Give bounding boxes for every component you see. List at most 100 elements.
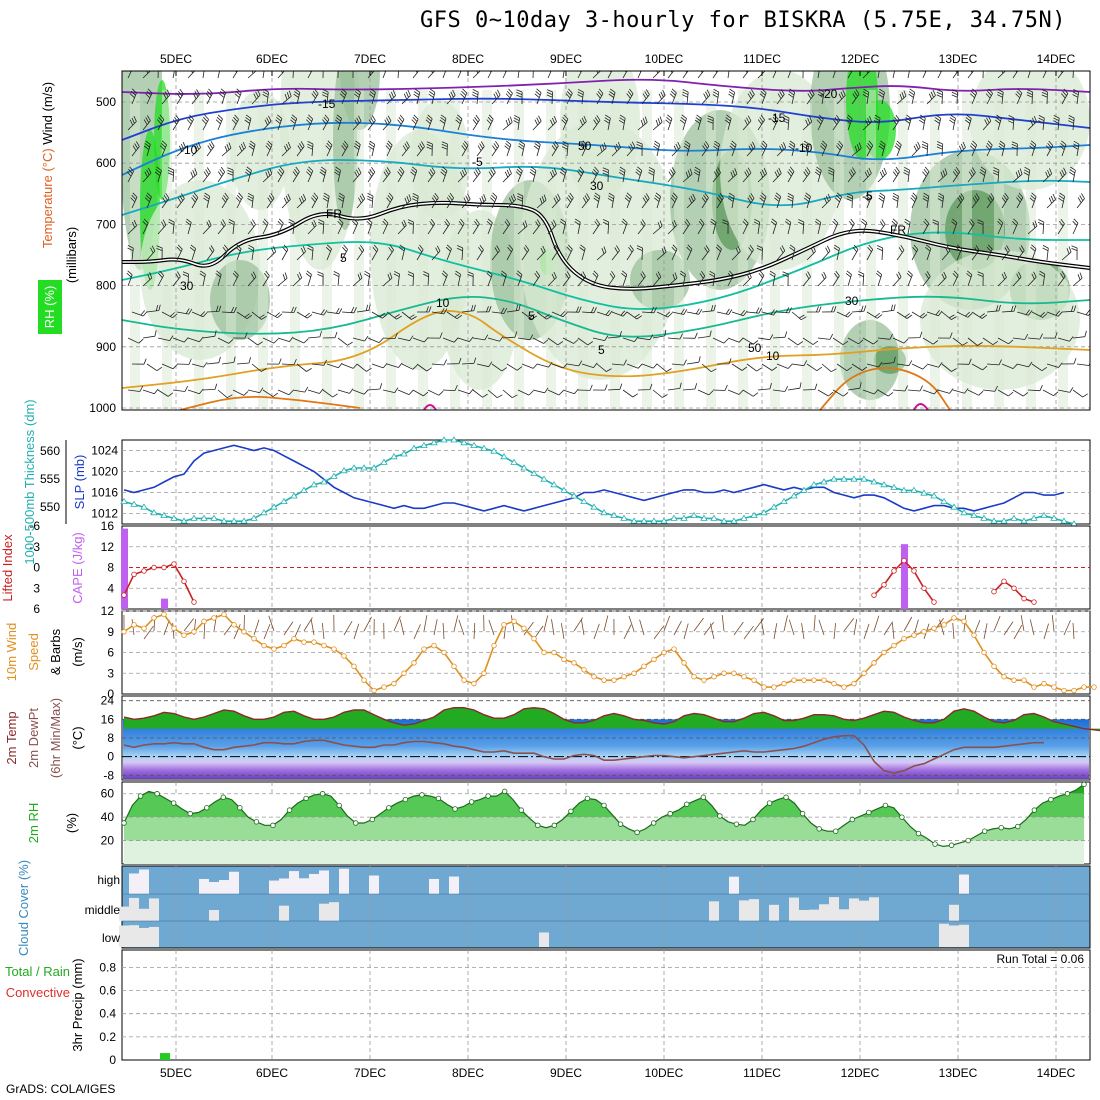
wind-barb	[997, 89, 1004, 105]
thickness-tick-label: 560	[40, 444, 60, 458]
wind-barb	[611, 245, 620, 261]
wind-barb	[1012, 389, 1029, 397]
wind-barb	[682, 168, 693, 183]
wind-barb	[757, 334, 774, 341]
wind-barb	[596, 246, 607, 261]
li-axis-label: Lifted Index	[0, 534, 15, 602]
series-thickness-point	[940, 497, 948, 504]
ua-pressure-label: (millibars)	[64, 227, 79, 283]
series-thickness-point	[310, 481, 318, 488]
wind10-barb	[973, 619, 981, 636]
wind-barb	[321, 71, 324, 79]
cloud-bar	[329, 902, 339, 921]
wind-barb	[457, 167, 467, 183]
series-thickness-point	[480, 444, 488, 451]
wind-barb	[636, 141, 643, 157]
series-wind10m-point	[501, 622, 507, 628]
wind-barb	[652, 71, 661, 79]
wind-barb	[602, 167, 609, 183]
wind-barb	[532, 219, 541, 235]
series-wind10m-point	[641, 663, 647, 670]
series-wind10m-point	[681, 660, 687, 666]
wind-barb	[534, 88, 542, 105]
series-wind10m-point	[131, 622, 137, 628]
wind-barb	[697, 330, 712, 339]
wind-barb	[307, 330, 322, 339]
wind-barb	[977, 271, 984, 287]
rh2m-point	[866, 809, 872, 816]
series-wind10m-point	[661, 649, 667, 656]
wind10-barb	[399, 619, 405, 636]
series-wind10m-point	[321, 642, 327, 649]
series-wind10m-point	[961, 618, 967, 625]
rh2m-point	[783, 794, 789, 800]
temp-tick-label: 16	[101, 712, 115, 726]
wind10-barb	[801, 623, 805, 640]
rh-streak-12	[514, 90, 524, 410]
cloud-bar	[119, 906, 129, 921]
cloud-bar	[319, 903, 329, 921]
wind-barb	[992, 167, 1000, 183]
series-wind10m-point	[701, 677, 707, 683]
series-wind10m-point	[311, 639, 317, 645]
rh2m-point	[899, 814, 905, 820]
series-thickness-point	[1000, 517, 1008, 524]
wind-barb	[652, 271, 662, 287]
series-wind10m-point	[871, 660, 877, 666]
wind-barb	[187, 71, 196, 79]
rh2m-point	[833, 828, 839, 834]
wind-barb	[845, 270, 852, 287]
wind-barb	[637, 219, 646, 235]
rh2m-tick-label: 60	[101, 787, 115, 801]
series-wind10m-point	[571, 660, 577, 666]
wind-barb	[440, 166, 448, 183]
wind10-tick-label: 0	[107, 687, 114, 701]
series-wind10m-point	[271, 646, 277, 652]
panel-precip: Run Total = 0.06 0 0.2 0.4 0.6 0.8	[99, 949, 1091, 1067]
series-thickness-point	[970, 511, 978, 518]
wind-barb	[971, 311, 988, 319]
wind-barb	[772, 71, 777, 79]
wind-barb	[952, 71, 959, 79]
wind-barb	[142, 115, 151, 131]
wind-barb	[1057, 71, 1065, 79]
wind-barb	[1001, 245, 1010, 261]
wind-barb	[635, 166, 643, 183]
wind10-barb	[993, 616, 1001, 632]
cloud-bar	[139, 927, 149, 947]
wind-barb	[427, 218, 436, 235]
wind-barb	[352, 335, 369, 342]
wind-barb	[442, 71, 447, 79]
wind-barb	[637, 383, 653, 391]
wind-barb	[851, 89, 860, 105]
cape-axis-label-part: CAPE (J/kg)	[70, 532, 85, 604]
wind-barb	[715, 244, 722, 261]
wind-barb	[592, 115, 601, 131]
series-thickness-point	[650, 517, 658, 524]
wind-barb	[505, 88, 513, 105]
wind10-axis-label-4-part: (m/s)	[70, 637, 85, 667]
series-thickness-point	[240, 517, 248, 524]
series-wind10m-point	[781, 680, 787, 687]
wind-barb	[322, 389, 338, 398]
wind-barb	[382, 167, 391, 183]
wind-barb	[262, 71, 265, 79]
wind-barb	[1042, 168, 1053, 183]
wind-barb	[244, 114, 252, 131]
wind-barb	[502, 331, 518, 339]
series-thickness-point	[140, 503, 148, 510]
wind-barb	[608, 88, 616, 105]
rh2m-point	[137, 793, 144, 799]
wind-barb	[126, 166, 134, 183]
wind-barb	[937, 192, 945, 209]
wind-barb	[851, 363, 868, 371]
wind-barb	[866, 311, 883, 319]
series-thickness-point	[180, 517, 188, 524]
wind-barb	[281, 193, 291, 209]
wind-barb	[431, 308, 448, 315]
wind-barb	[215, 270, 222, 287]
wind-barb	[803, 192, 811, 209]
wind-barb	[878, 88, 885, 105]
wind-barb	[966, 270, 973, 287]
cloud-bar	[149, 898, 159, 921]
